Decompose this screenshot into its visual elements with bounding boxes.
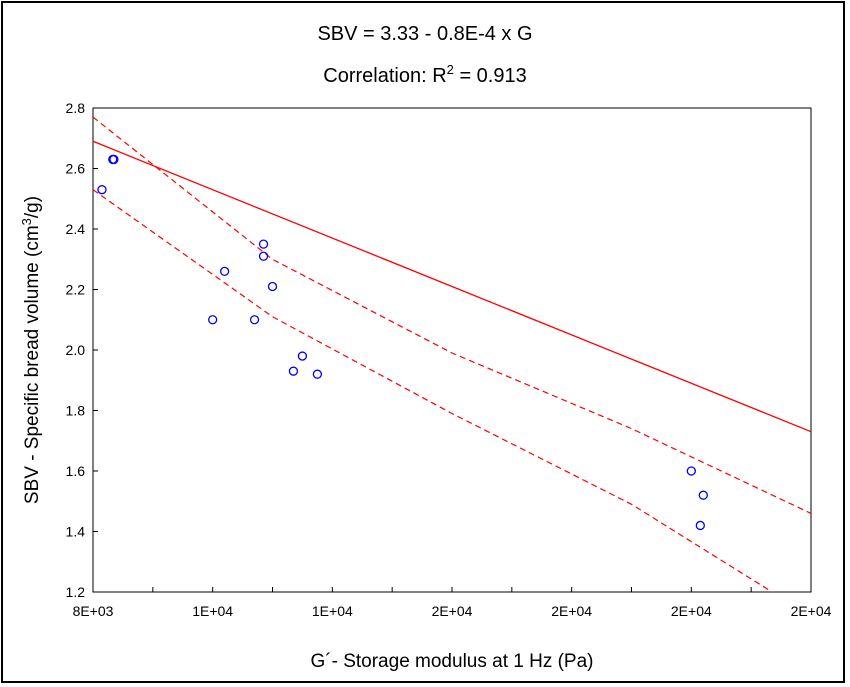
data-point — [698, 490, 708, 500]
data-points — [97, 154, 708, 531]
x-tick-label: 1E+04 — [312, 603, 353, 619]
data-point — [312, 369, 323, 379]
data-point — [258, 239, 269, 249]
confidence-band-lower — [93, 189, 774, 592]
data-point — [249, 315, 260, 325]
data-point — [108, 154, 118, 165]
data-point — [297, 351, 308, 361]
data-point — [208, 315, 218, 325]
y-tick-label: 2.2 — [66, 282, 86, 298]
data-point — [686, 466, 696, 476]
y-tick-label: 2.8 — [66, 100, 86, 116]
x-axis-title: G´- Storage modulus at 1 Hz (Pa) — [311, 651, 594, 672]
x-axis: 8E+03 1E+04 1E+04 2E+04 2E+04 2E+04 2E+04 — [73, 587, 832, 619]
x-tick-label: 2E+04 — [432, 603, 473, 619]
x-tick-label: 2E+04 — [671, 603, 712, 619]
y-axis-title: SBV - Specific bread volume (cm3/g) — [19, 196, 43, 504]
fit-line — [93, 140, 811, 433]
x-tick-label: 8E+03 — [73, 603, 114, 619]
chart-title-line1: SBV = 3.33 - 0.8E-4 x G — [317, 23, 532, 45]
plot-area — [92, 107, 812, 593]
data-point — [219, 266, 230, 277]
y-tick-label: 1.4 — [66, 524, 86, 540]
data-point — [267, 281, 278, 292]
confidence-band-upper — [93, 116, 811, 514]
data-point — [288, 366, 299, 376]
y-tick-label: 1.8 — [66, 403, 86, 419]
fit-line-group — [93, 140, 811, 433]
data-point — [695, 520, 705, 531]
x-tick-label: 1E+04 — [192, 603, 233, 619]
chart-title-line2: Correlation: R2 = 0.913 — [323, 62, 526, 87]
y-axis: 1.2 1.4 1.6 1.8 2.0 2.2 2.4 2.6 2.8 — [66, 100, 98, 600]
y-tick-label: 2.4 — [66, 221, 86, 237]
data-point — [97, 185, 107, 195]
y-tick-label: 2.6 — [66, 161, 86, 177]
data-point — [258, 251, 269, 261]
x-tick-label: 2E+04 — [791, 603, 832, 619]
confidence-bands — [93, 116, 811, 592]
x-tick-label: 2E+04 — [551, 603, 592, 619]
y-tick-label: 2.0 — [66, 342, 86, 358]
y-tick-label: 1.2 — [66, 584, 86, 600]
y-tick-label: 1.6 — [66, 463, 86, 479]
